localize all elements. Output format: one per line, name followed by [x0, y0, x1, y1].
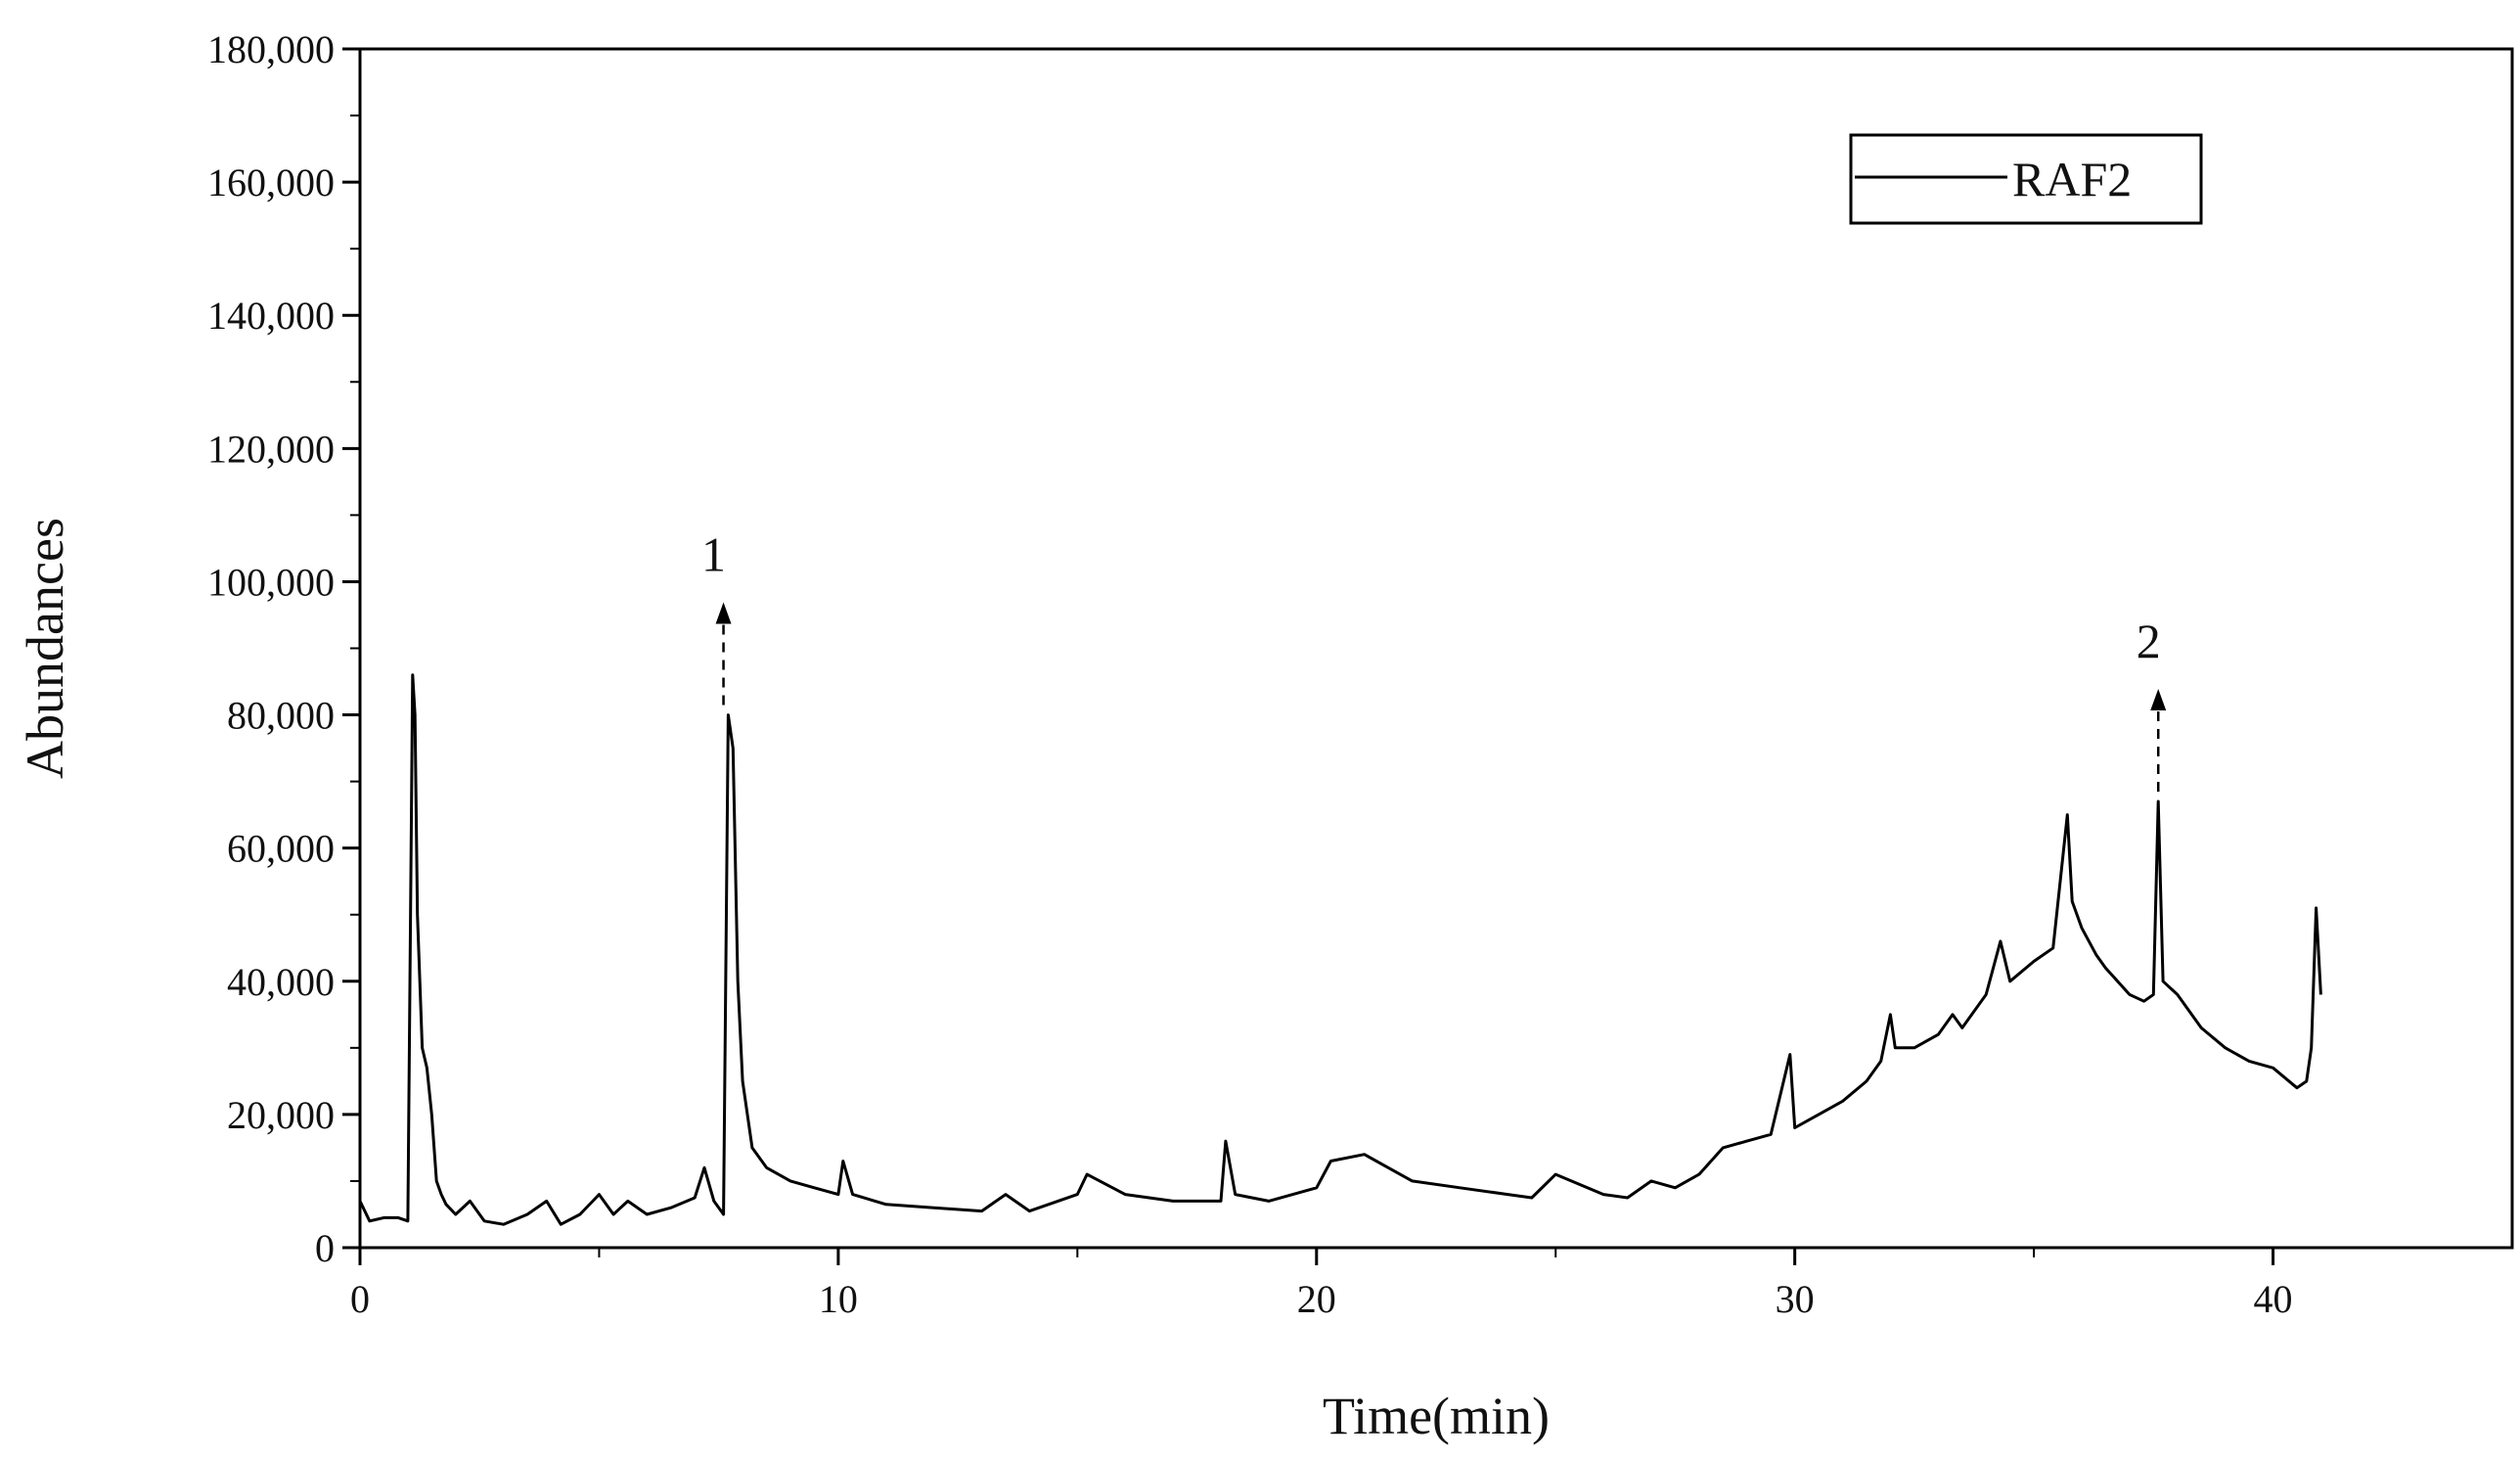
- x-tick-label: 0: [350, 1277, 370, 1321]
- annotation-label: 2: [2137, 614, 2161, 668]
- y-tick-label: 100,000: [207, 560, 335, 604]
- y-tick-label: 160,000: [207, 160, 335, 205]
- annotation-arrowhead: [715, 602, 732, 624]
- x-tick-label: 20: [1297, 1277, 1336, 1321]
- x-tick-label: 30: [1776, 1277, 1815, 1321]
- x-axis-title: Time(min): [1323, 1387, 1550, 1445]
- y-tick-label: 80,000: [227, 694, 335, 738]
- plot-frame: [358, 47, 2514, 1250]
- y-tick-label: 60,000: [227, 827, 335, 871]
- y-tick-label: 20,000: [227, 1093, 335, 1137]
- legend-label: RAF2: [2012, 152, 2132, 206]
- y-tick-label: 180,000: [207, 27, 335, 71]
- x-tick-label: 10: [819, 1277, 858, 1321]
- legend-box: [1849, 133, 2203, 225]
- y-tick-label: 140,000: [207, 294, 335, 338]
- y-tick-label: 0: [315, 1226, 335, 1270]
- annotation-arrowhead: [2150, 689, 2167, 711]
- annotation-label: 1: [701, 527, 726, 582]
- series-line-raf2: [358, 673, 2322, 1226]
- y-tick-label: 40,000: [227, 960, 335, 1004]
- y-tick-label: 120,000: [207, 427, 335, 471]
- x-tick-label: 40: [2254, 1277, 2293, 1321]
- y-axis-title: Abundances: [16, 518, 74, 779]
